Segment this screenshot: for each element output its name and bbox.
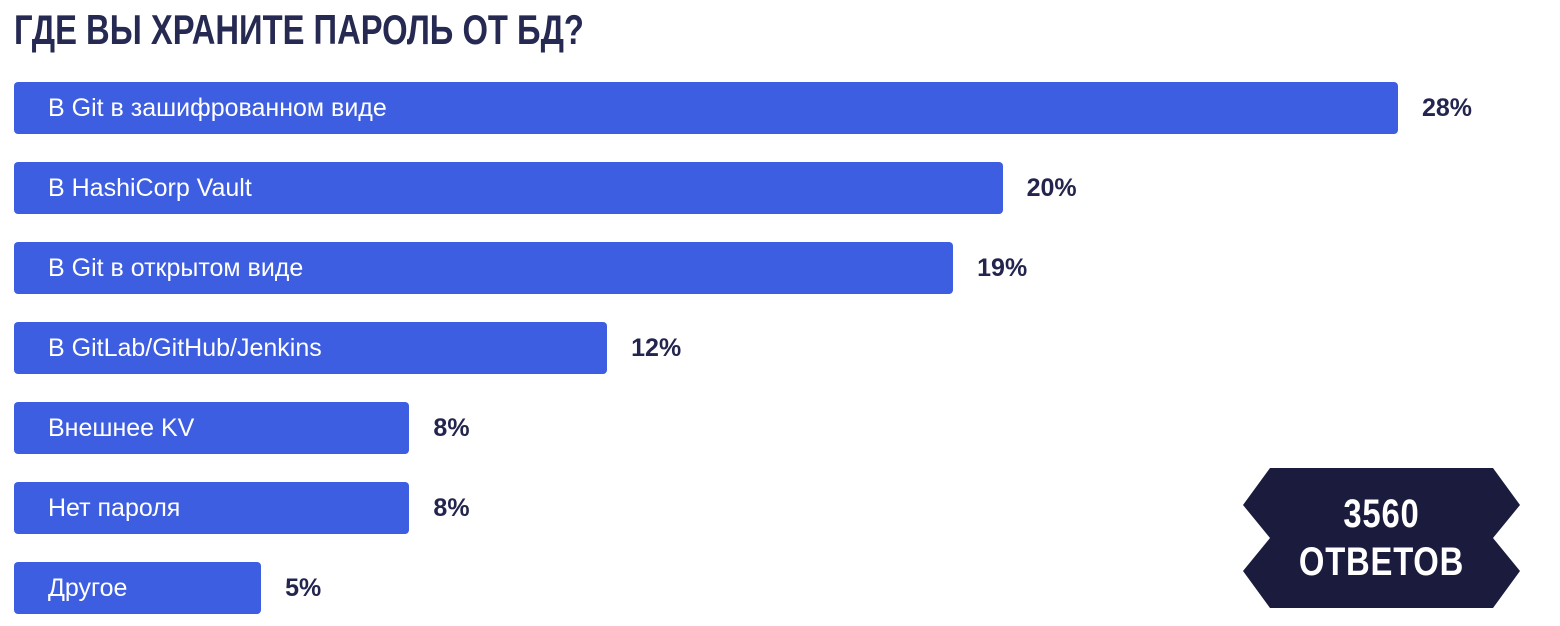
bar-row: Другое 5% bbox=[14, 562, 1560, 614]
bar-value-label: 8% bbox=[433, 413, 470, 442]
bar-value-label: 5% bbox=[285, 573, 322, 602]
bar: Нет пароля bbox=[14, 482, 410, 534]
responses-count: 3560 bbox=[1343, 492, 1420, 536]
bar-label: В Git в зашифрованном виде bbox=[48, 93, 387, 122]
responses-word: ОТВЕТОВ bbox=[1298, 540, 1465, 584]
ribbon-banner-icon bbox=[1243, 468, 1520, 608]
chart-title: ГДЕ ВЫ ХРАНИТЕ ПАРОЛЬ ОТ БД? bbox=[14, 6, 584, 53]
bar: В GitLab/GitHub/Jenkins bbox=[14, 322, 608, 374]
bar-row: В GitLab/GitHub/Jenkins 12% bbox=[14, 322, 1560, 374]
bar-value-label: 20% bbox=[1026, 173, 1077, 202]
responses-badge-text: 3560 ОТВЕТОВ bbox=[1268, 468, 1495, 608]
bar-value-label: 12% bbox=[631, 333, 682, 362]
bar: Другое bbox=[14, 562, 262, 614]
ribbon-shape bbox=[1243, 468, 1520, 608]
bar-row: Нет пароля 8% bbox=[14, 482, 1560, 534]
bar-row: Внешнее KV 8% bbox=[14, 402, 1560, 454]
bar-row: В Git в открытом виде 19% bbox=[14, 242, 1560, 294]
bar-label: Внешнее KV bbox=[48, 413, 195, 442]
bar-label: В HashiCorp Vault bbox=[48, 173, 252, 202]
bar-label: В Git в открытом виде bbox=[48, 253, 304, 282]
bar-row: В HashiCorp Vault 20% bbox=[14, 162, 1560, 214]
bar-label: В GitLab/GitHub/Jenkins bbox=[48, 333, 322, 362]
bar-value-label: 8% bbox=[433, 493, 470, 522]
bar-value-label: 28% bbox=[1422, 93, 1473, 122]
bar-label: Нет пароля bbox=[48, 493, 181, 522]
bar: В Git в открытом виде bbox=[14, 242, 954, 294]
responses-badge: 3560 ОТВЕТОВ bbox=[1243, 468, 1520, 608]
bar: Внешнее KV bbox=[14, 402, 410, 454]
bar-row: В Git в зашифрованном виде 28% bbox=[14, 82, 1560, 134]
bar-label: Другое bbox=[48, 573, 128, 602]
bar-rows: В Git в зашифрованном виде 28% В HashiCorp… bbox=[14, 82, 1560, 626]
bar-value-label: 19% bbox=[977, 253, 1028, 282]
bar: В Git в зашифрованном виде bbox=[14, 82, 1398, 134]
bar: В HashiCorp Vault bbox=[14, 162, 1003, 214]
